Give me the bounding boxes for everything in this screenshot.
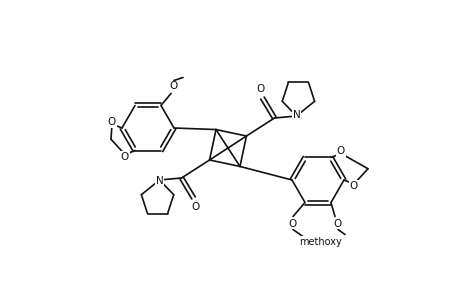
Text: N: N <box>292 110 300 120</box>
Text: O: O <box>169 82 178 92</box>
Text: O: O <box>121 152 129 161</box>
Text: O: O <box>288 218 297 229</box>
Text: O: O <box>349 181 358 191</box>
Text: methoxy: methoxy <box>299 236 341 247</box>
Text: O: O <box>336 146 344 157</box>
Text: O: O <box>256 84 264 94</box>
Text: N: N <box>155 176 163 186</box>
Text: O: O <box>108 117 116 127</box>
Text: O: O <box>191 202 199 212</box>
Text: O: O <box>333 218 341 229</box>
